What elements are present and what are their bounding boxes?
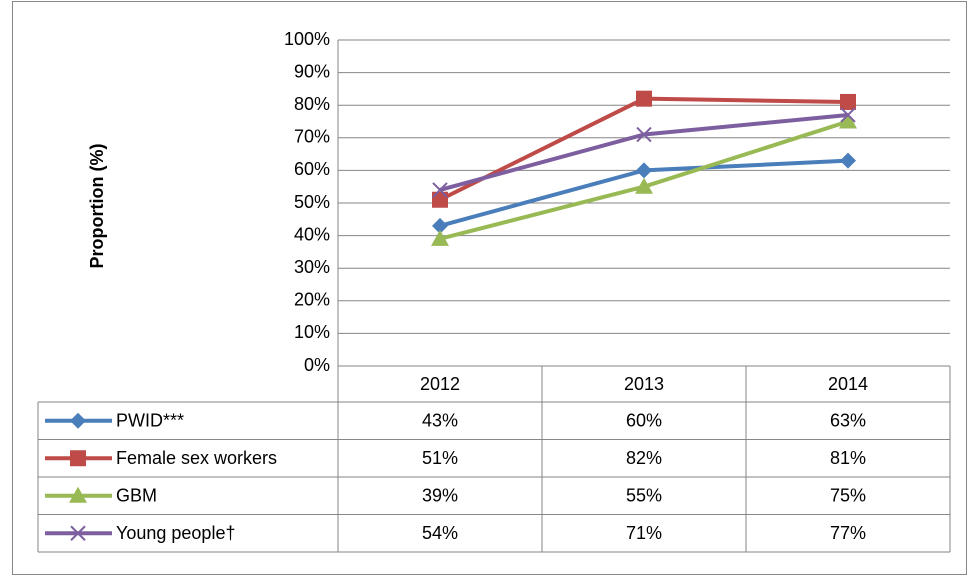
legend-marker xyxy=(69,486,87,503)
data-point xyxy=(839,112,857,129)
data-point xyxy=(636,162,652,179)
data-point xyxy=(636,126,652,143)
legend-marker xyxy=(70,525,86,541)
x-tick-label: 2013 xyxy=(624,374,664,394)
legend-label: Female sex workers xyxy=(116,448,277,468)
y-tick-label: 70% xyxy=(294,127,330,147)
table-value: 60% xyxy=(626,411,662,431)
y-tick-label: 100% xyxy=(284,29,330,49)
table-value: 63% xyxy=(830,411,866,431)
legend-label: GBM xyxy=(116,486,157,506)
data-point xyxy=(431,229,449,246)
y-tick-label: 60% xyxy=(294,159,330,179)
data-point xyxy=(636,90,652,107)
data-point xyxy=(840,93,856,110)
y-tick-label: 50% xyxy=(294,192,330,212)
table-value: 55% xyxy=(626,486,662,506)
y-axis-label: Proportion (%) xyxy=(87,144,107,269)
data-point xyxy=(840,152,856,169)
legend-label: Young people† xyxy=(116,523,235,543)
data-point xyxy=(432,191,448,208)
table-value: 77% xyxy=(830,523,866,543)
y-tick-label: 40% xyxy=(294,224,330,244)
y-tick-label: 20% xyxy=(294,290,330,310)
y-tick-label: 0% xyxy=(304,355,330,375)
y-tick-label: 90% xyxy=(294,61,330,81)
data-point xyxy=(840,107,856,123)
legend-marker xyxy=(70,450,86,467)
chart-border xyxy=(12,1,967,575)
y-tick-label: 30% xyxy=(294,257,330,277)
legend-marker xyxy=(70,412,86,429)
data-point xyxy=(432,182,448,198)
table-value: 81% xyxy=(830,448,866,468)
table-value: 75% xyxy=(830,486,866,506)
data-point xyxy=(432,217,448,234)
table-value: 39% xyxy=(422,486,458,506)
table-value: 71% xyxy=(626,523,662,543)
y-tick-label: 10% xyxy=(294,322,330,342)
table-value: 51% xyxy=(422,448,458,468)
table-value: 54% xyxy=(422,523,458,543)
legend-label: PWID*** xyxy=(116,411,184,431)
table-value: 82% xyxy=(626,448,662,468)
x-tick-label: 2012 xyxy=(420,374,460,394)
x-tick-label: 2014 xyxy=(828,374,868,394)
y-tick-label: 80% xyxy=(294,94,330,114)
data-point xyxy=(635,177,653,194)
table-value: 43% xyxy=(422,411,458,431)
